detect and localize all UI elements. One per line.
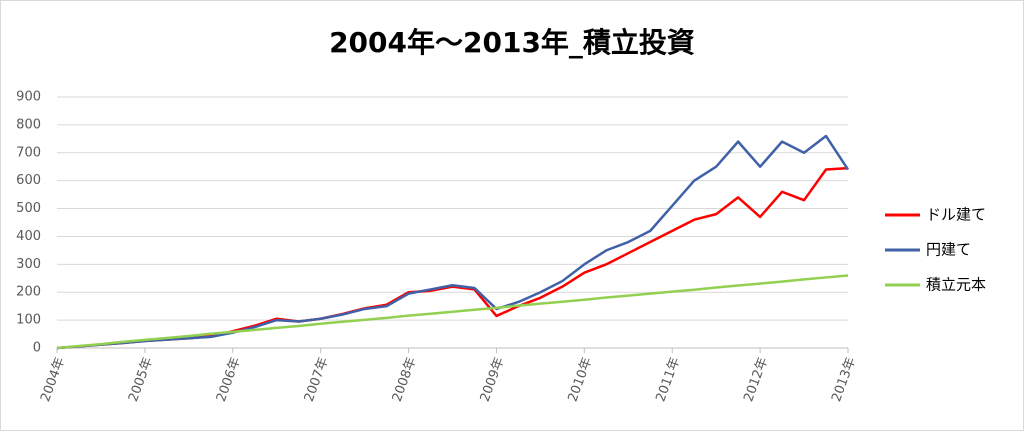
y-tick-label: 100 xyxy=(16,313,41,328)
series-line xyxy=(56,134,850,350)
series-line xyxy=(56,274,849,350)
y-tick-label: 0 xyxy=(33,341,41,356)
y-tick-label: 500 xyxy=(16,201,41,216)
legend-label: 積立元本 xyxy=(926,276,986,294)
chart-title: 2004年～2013年_積立投資 xyxy=(329,26,695,59)
y-tick-label: 700 xyxy=(16,145,41,160)
y-tick-label: 400 xyxy=(16,229,41,244)
legend-label: ドル建て xyxy=(926,206,986,224)
y-tick-label: 300 xyxy=(16,257,41,272)
y-tick-label: 800 xyxy=(16,117,41,132)
y-tick-label: 200 xyxy=(16,285,41,300)
legend-label: 円建て xyxy=(926,241,971,259)
y-tick-label: 600 xyxy=(16,173,41,188)
y-tick-label: 900 xyxy=(16,90,41,105)
